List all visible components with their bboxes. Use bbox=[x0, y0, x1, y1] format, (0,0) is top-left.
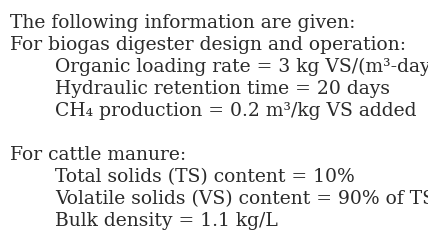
Text: Volatile solids (VS) content = 90% of TS: Volatile solids (VS) content = 90% of TS bbox=[55, 190, 428, 208]
Text: For cattle manure:: For cattle manure: bbox=[10, 146, 186, 164]
Text: For biogas digester design and operation:: For biogas digester design and operation… bbox=[10, 36, 406, 54]
Text: Bulk density = 1.1 kg/L: Bulk density = 1.1 kg/L bbox=[55, 212, 278, 230]
Text: The following information are given:: The following information are given: bbox=[10, 14, 355, 32]
Text: Total solids (TS) content = 10%: Total solids (TS) content = 10% bbox=[55, 168, 355, 186]
Text: Organic loading rate = 3 kg VS/(m³-day): Organic loading rate = 3 kg VS/(m³-day) bbox=[55, 58, 428, 76]
Text: CH₄ production = 0.2 m³/kg VS added: CH₄ production = 0.2 m³/kg VS added bbox=[55, 102, 416, 120]
Text: Hydraulic retention time = 20 days: Hydraulic retention time = 20 days bbox=[55, 80, 390, 98]
